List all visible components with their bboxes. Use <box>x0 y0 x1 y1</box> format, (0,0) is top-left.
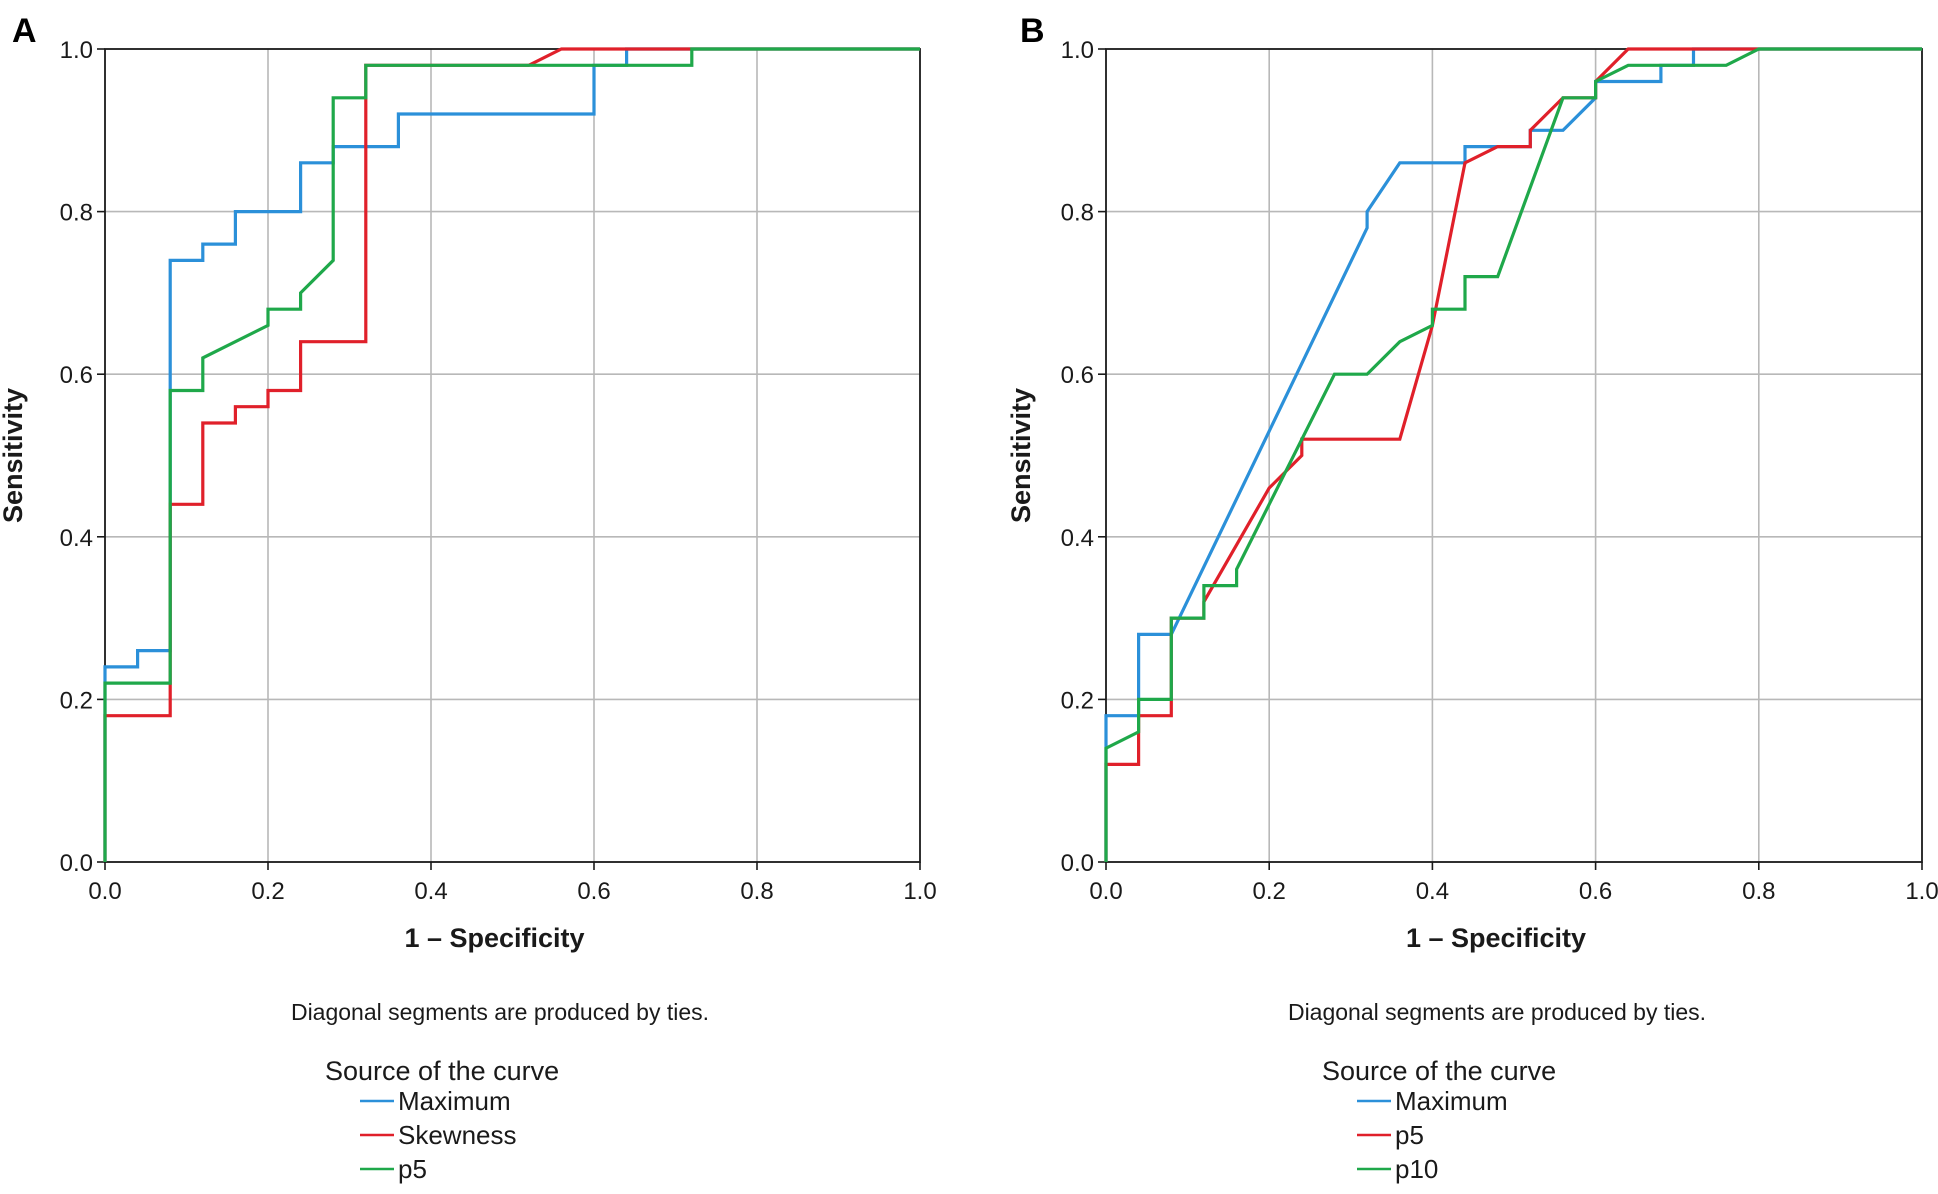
y-tick-label: 0.4 <box>1061 525 1094 552</box>
x-tick-label: 0.0 <box>1089 878 1122 905</box>
y-tick-label: 0.8 <box>60 200 93 227</box>
y-axis-title: Sensitivity <box>1006 388 1036 523</box>
y-tick-label: 0.2 <box>1061 687 1094 714</box>
x-tick-label: 0.4 <box>1416 878 1449 905</box>
x-tick-label: 0.0 <box>88 878 121 905</box>
x-tick-label: 0.8 <box>740 878 773 905</box>
roc-curve-p5 <box>103 47 920 862</box>
y-tick-label: 0.8 <box>1061 200 1094 227</box>
y-tick-label: 1.0 <box>1061 37 1094 64</box>
roc-curve-maximum <box>1104 47 1922 862</box>
legend-title: Source of the curve <box>325 1056 559 1086</box>
roc-curve-maximum <box>103 47 920 862</box>
y-tick-label: 0.0 <box>60 850 93 877</box>
y-tick-label: 1.0 <box>60 37 93 64</box>
roc-curve-p10 <box>1104 47 1922 862</box>
y-tick-label: 0.6 <box>1061 362 1094 389</box>
plot-frame <box>1105 48 1923 863</box>
y-tick-label: 0.2 <box>60 687 93 714</box>
roc-panel-b: B 0.0 0.2 0.4 0.6 0.8 1.0 0.0 0.2 0.4 0.6 0.8 1.0 1 –… <box>1006 12 1938 1184</box>
y-tick-label: 0.6 <box>60 362 93 389</box>
x-tick-label: 0.8 <box>1742 878 1775 905</box>
legend-label-maximum: Maximum <box>398 1086 511 1116</box>
x-tick-label: 0.6 <box>577 878 610 905</box>
roc-curve-p5 <box>1104 47 1922 862</box>
x-axis-title: 1 – Specificity <box>404 923 584 953</box>
roc-panel-a: A 0.0 0.2 0.4 0.6 0.8 1.0 0.0 0.2 0.4 0.6 0.8 1.0 1 –… <box>0 12 937 1184</box>
y-tick-label: 0.0 <box>1061 850 1094 877</box>
x-tick-label: 0.2 <box>251 878 284 905</box>
legend-label-skewness: Skewness <box>398 1120 517 1150</box>
x-tick-label: 1.0 <box>903 878 936 905</box>
legend-label-p5: p5 <box>1395 1120 1424 1150</box>
x-tick-label: 1.0 <box>1905 878 1938 905</box>
x-axis-title: 1 – Specificity <box>1406 923 1586 953</box>
legend-title: Source of the curve <box>1322 1056 1556 1086</box>
y-axis-title: Sensitivity <box>0 388 28 523</box>
panel-letter: A <box>12 12 37 50</box>
plot-frame <box>104 48 921 863</box>
legend-label-p5: p5 <box>398 1154 427 1184</box>
y-tick-label: 0.4 <box>60 525 93 552</box>
ties-note: Diagonal segments are produced by ties. <box>1288 999 1706 1025</box>
legend-label-p10: p10 <box>1395 1154 1438 1184</box>
ties-note: Diagonal segments are produced by ties. <box>291 999 709 1025</box>
x-tick-label: 0.2 <box>1253 878 1286 905</box>
panel-letter: B <box>1020 12 1045 50</box>
x-tick-label: 0.6 <box>1579 878 1612 905</box>
x-tick-label: 0.4 <box>414 878 447 905</box>
roc-curve-skewness <box>103 47 920 862</box>
legend-label-maximum: Maximum <box>1395 1086 1508 1116</box>
